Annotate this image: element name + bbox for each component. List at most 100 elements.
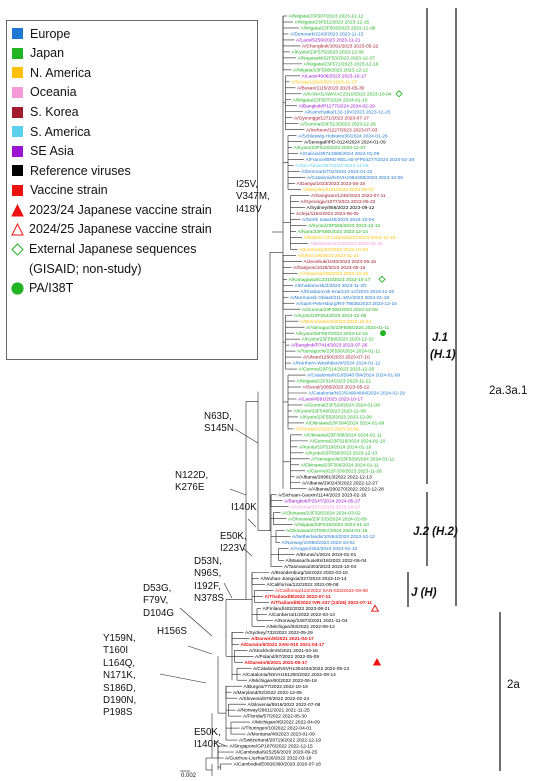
tip-label: A/Michigan/60/2022 2022-06-18 [249, 678, 318, 684]
tip-label: A/Minnesota/24/2023 2023-10-24 [300, 319, 372, 325]
tip-label: A/Niigata/23F503/2023 2023-12-08 [301, 26, 376, 32]
tip-label: A/Victoria/2571/2023 2023-09-07 [290, 504, 361, 510]
legend-label: Japan [30, 46, 65, 61]
tip-label: A/Laos/4591/2023 2023-10-17 [298, 397, 363, 403]
legend-swatch [12, 126, 23, 138]
mutation-label-e50k-i140k: E50K, I140K [194, 727, 221, 752]
tip-label: A/Niigata/23F507/2023 2023-12-12 [289, 14, 364, 20]
legend-item: Vaccine strain [11, 181, 257, 201]
tip-label: A/Saint-Petersburg/RII-78835/2023 2023-1… [296, 301, 397, 307]
tip-label: A/Thailand/8/2022 2022-07-11 [265, 594, 331, 600]
mutation-text: N96S, [194, 568, 222, 580]
clade-label-j-h: J (H) [411, 587, 437, 599]
mutation-label-d53g: D53G, F79V, D104G [143, 583, 174, 620]
mutation-text: N63D, [204, 411, 232, 422]
legend-label: 2024/25 Japanese vaccine strain [29, 222, 212, 237]
filled-triangle-icon [11, 203, 24, 217]
tip-label: A/Okinawa/23F304/2024 2024-01-09 [306, 421, 385, 427]
tip-label: A/Catalonia/NSVH1984408/2023 2023-10-06 [307, 175, 403, 181]
mutation-pointer [213, 740, 227, 747]
tip-label: A/Arkansas/30/2023 2023-10-16 [299, 271, 368, 277]
tip-label: A/Cambodia/925256/2020 2020-09-25 [236, 750, 318, 756]
tip-label: A/Maryland/02/2022 2022-12-05 [233, 690, 302, 696]
legend-swatch [12, 145, 23, 157]
mutation-text: I223V [220, 543, 246, 555]
tip-label: A/Laos/5259/2023 2023-11-21 [296, 38, 361, 44]
mutation-text: T160I [103, 645, 129, 657]
mutation-pointer [179, 607, 213, 637]
mutation-text: Y159N, [103, 633, 136, 644]
tip-label: A/Kyoto/23F510/2023 2023-12-07 [294, 145, 367, 151]
mutation-text: V347M, [236, 191, 270, 203]
tip-label: A/France/BRE-RELAB-IPP04277/2024 2024-02… [306, 157, 415, 163]
legend-label: S. Korea [30, 104, 79, 119]
tip-label: A/Laos/4606/2023 2023-10-17 [302, 73, 367, 79]
tip-label: A/Gyeonggi/1271/2023 2023-07-17 [294, 115, 369, 121]
mutation-text: P198S [103, 707, 133, 719]
open-triangle-icon [370, 604, 380, 612]
mutation-text: N171K, [103, 670, 136, 682]
tip-label: A/Busan/1115/2023 2023-05-30 [297, 85, 365, 91]
legend-swatch [12, 185, 23, 197]
legend-label: N. America [30, 65, 92, 80]
legend-item: S. America [11, 122, 257, 142]
tip-label: A/Albania/290270/2022 2022-12-28 [308, 486, 384, 492]
mutation-text: K276E [175, 482, 205, 494]
tip-label: A/Poland/97/2022 2022-05-09 [255, 654, 319, 660]
mutation-text: S186D, [103, 682, 136, 694]
legend-label: SE Asia [30, 144, 74, 159]
tip-label: A/Kentucky/52/2023 2023-10-23 [299, 247, 368, 253]
filled-triangle-icon [372, 658, 382, 666]
tip-label: A/Sao Paulo/357/2023 2023-11-08 [295, 163, 369, 169]
tip-label: A/Bangkok/P1277/2024 2024-02-29 [299, 103, 376, 109]
tip-label: A/Kyoto/23F549/2023 2023-12-08 [294, 409, 367, 415]
tip-label: A/Kyoto/23F519/2024 2024-01-10 [299, 444, 372, 450]
tip-label: A/Catalonia/NSVH151200/2022 2022-09-14 [243, 672, 337, 678]
legend-swatch [12, 106, 23, 118]
legend-swatch [12, 165, 23, 177]
legend-item: S. Korea [11, 102, 257, 122]
mutation-text: I192F, [194, 580, 221, 592]
legend-swatch [12, 28, 23, 40]
tip-label: A/Jeju/1154/2023 2023-06-05 [296, 211, 359, 217]
mutation-label-e50k-i223v: E50K, I223V [220, 531, 247, 556]
legend-swatch [12, 47, 23, 59]
tip-label: A/Schleswig-Holstein/30/2024 2024-01-26 [298, 133, 388, 139]
tip-label: A/Nara/23F556/2023 2023-12-14 [298, 229, 369, 235]
tip-label: A/Nagasaki/22F53/2023 2023-12-27 [298, 55, 376, 61]
tip-label: A/Galicia/35741988/2024 2024-01-09 [300, 151, 380, 157]
tip-label: A/Gangwon/1246/2023 2023-07-11 [311, 193, 386, 199]
tip-label: A/Daejeon/1028/2023 2023-05-16 [293, 265, 366, 271]
legend-item: Oceania [11, 83, 257, 103]
tip-label: A/Michigan/45/2022 2022-04-09 [252, 720, 321, 726]
mutation-text: H156S [157, 626, 187, 637]
mutation-text: L164Q, [103, 657, 136, 669]
tip-label: A/Kamchatka/132-19V/2023 2023-12-25 [305, 109, 391, 115]
tip-label: A/Gunma/23F524/2024 2024-01-09 [304, 403, 380, 409]
legend-item: Europe [11, 24, 257, 44]
tip-label: A/North Iowa/45/2023 2023-10-04 [302, 217, 375, 223]
mutation-text: E50K, [194, 727, 221, 738]
tip-label: A/California/122/2022 2022-09-08 [267, 582, 339, 588]
open-diamond-icon [395, 90, 403, 98]
tip-label: A/Singapore/GP1876/2022 2022-12-15 [230, 744, 314, 750]
tip-label: A/Florida/57/2022 2022-05-30 [243, 714, 307, 720]
mutation-label-j1: I25V, V347M, I418V [236, 179, 270, 216]
tip-label: A/Okinawa/23F306/2024 2024-01-11 [301, 462, 380, 468]
tip-label: A/Stockholm/5/2021 2021-04-16 [249, 648, 318, 654]
tip-label: A/Seoul/1085/2023 2023-05-22 [303, 385, 370, 391]
tip-label: A/Bangkok/P7414/2023 2023-07-26 [291, 343, 368, 349]
tip-label: A/Sichuan-Gaoxin/1144/2023 2023-02-16 [278, 492, 367, 498]
tip-label: A/Cambodia/E0826360/2020 2020-07-16 [234, 762, 322, 768]
legend-label: Reference viruses [30, 163, 131, 178]
legend-item: External Japanese sequences [11, 240, 257, 260]
legend-item: (GISAID; non-study) [11, 259, 257, 279]
tip-label: A/Yamaguchi/23F508/2024 2024-01-11 [297, 349, 381, 355]
tip-label: A/Slovenia/870/2022 2022-02-24 [239, 696, 309, 702]
scale-bar-label: 0.002 [181, 773, 197, 779]
tip-label: A/Ulsan/1250/2023 2023-07-10 [303, 355, 370, 361]
mutation-label-h156s: H156S [157, 626, 187, 638]
tip-label: A/Gunma/22F330/2023 2023-11-26 [307, 468, 383, 474]
tip-label: A/Gunma/23F514/2023 2023-12-25 [299, 367, 375, 373]
